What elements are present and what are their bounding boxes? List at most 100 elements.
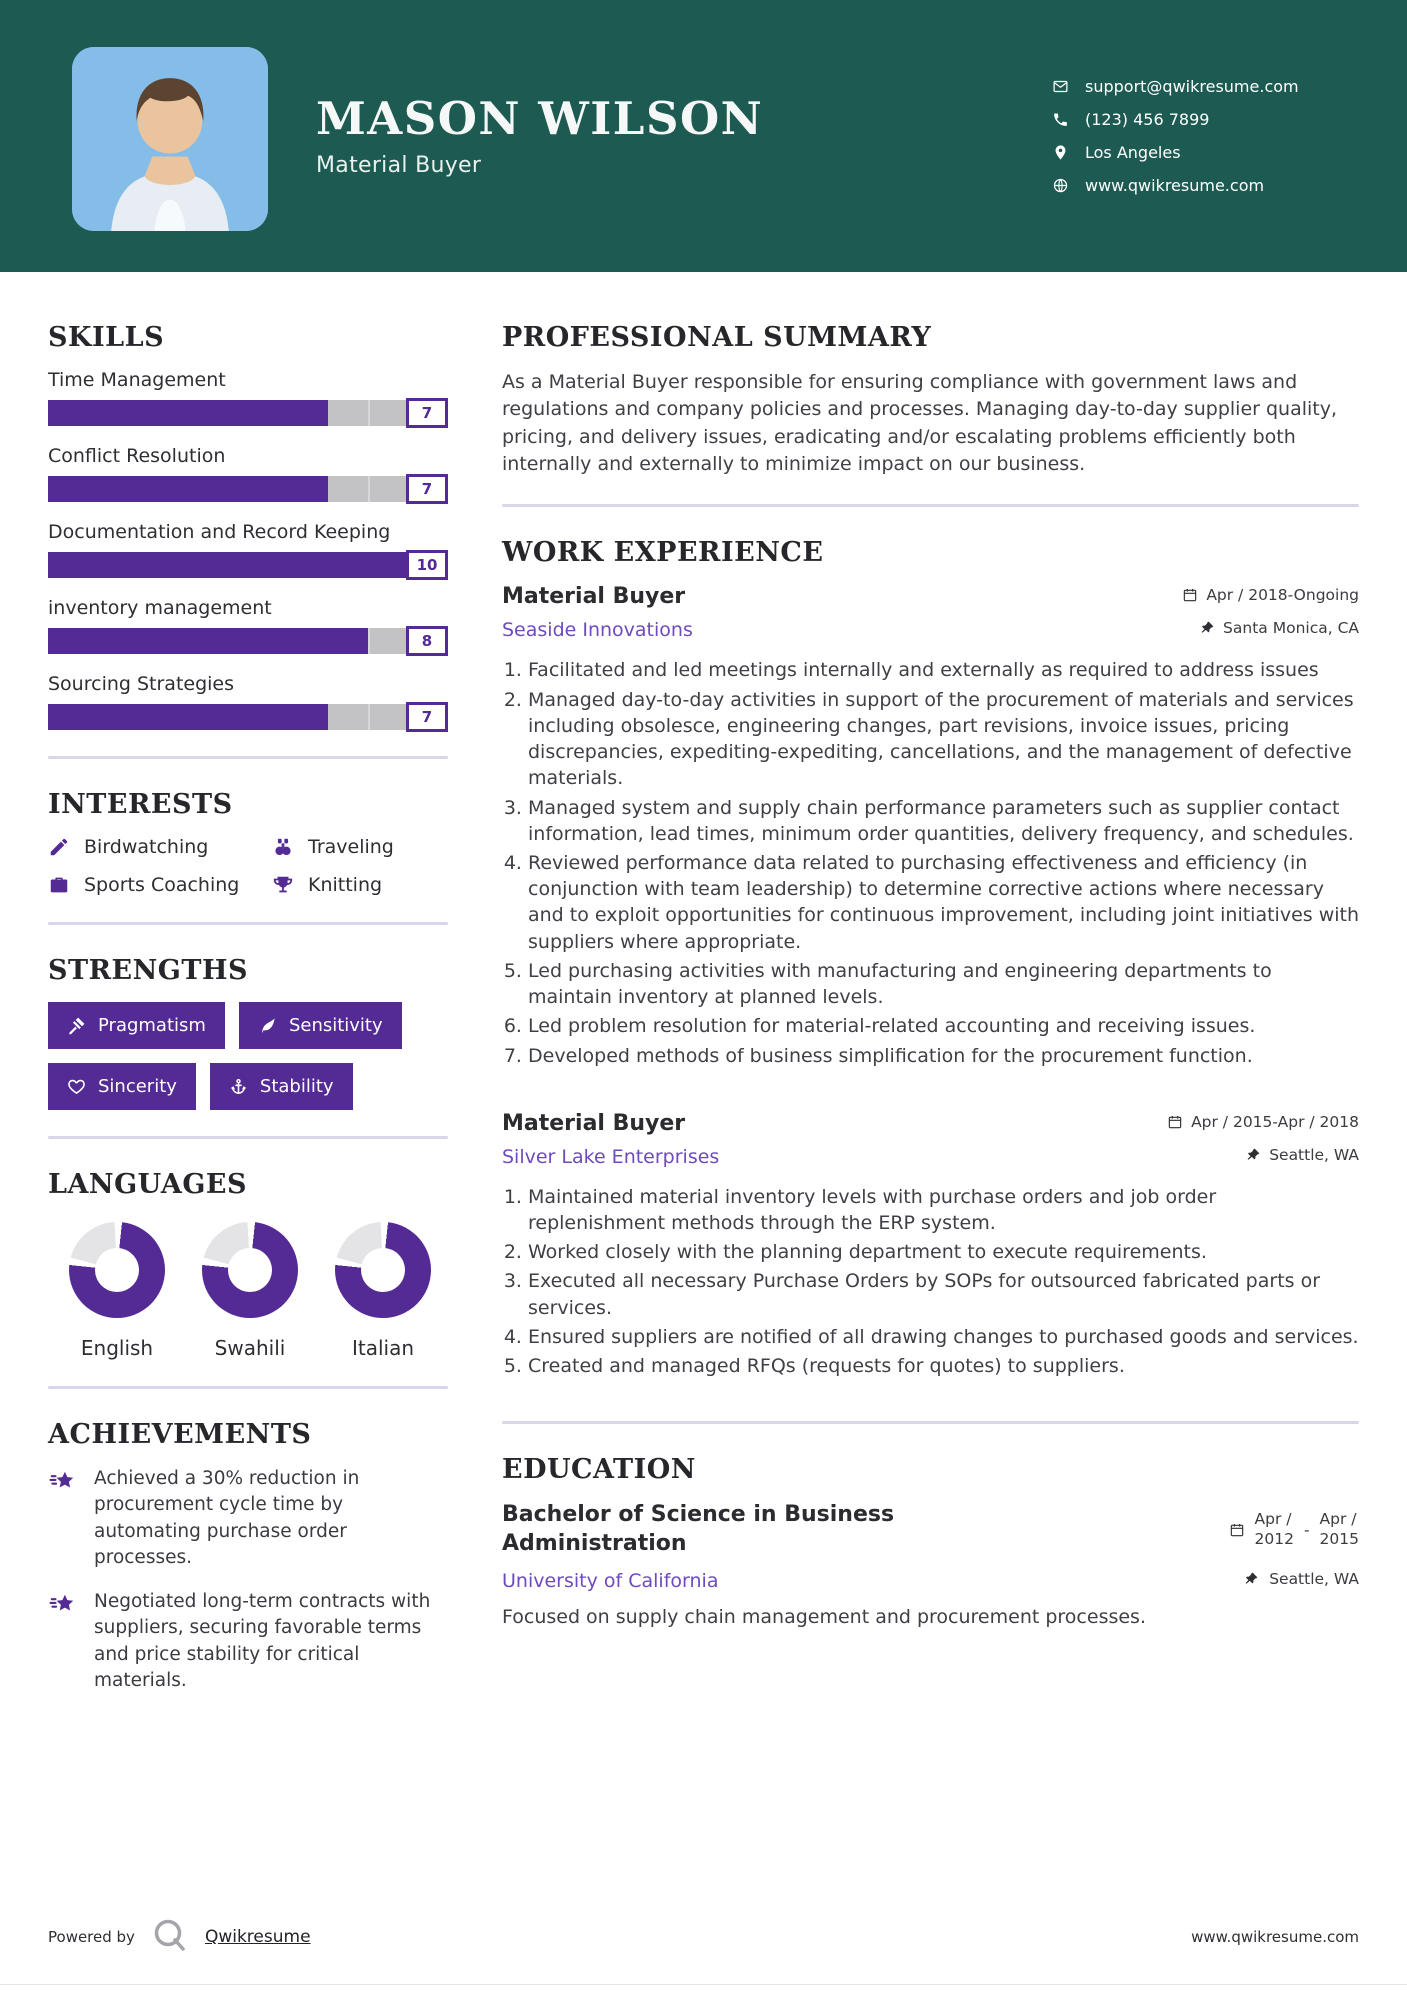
skill-bar: 8 [48,626,448,656]
summary-heading: PROFESSIONAL SUMMARY [502,322,932,353]
job-head: Material Buyer Apr / 2015-Apr / 2018 [502,1111,1359,1136]
experience-section: WORK EXPERIENCE Material Buyer Apr / 201… [502,537,1359,1379]
job-bullet: Worked closely with the planning departm… [528,1239,1359,1265]
strength-chip: Sincerity [48,1063,196,1110]
footer-site-url: www.qwikresume.com [1191,1928,1359,1946]
language-donut-chart [69,1222,165,1318]
job-bullet: Managed day-to-day activities in support… [528,687,1359,792]
degree-title: Bachelor of Science in Business Administ… [502,1502,895,1556]
strengths-list: Pragmatism Sensitivity Sincerity [48,1002,448,1110]
skill-bar: 10 [48,550,448,580]
header-name-block: MASON WILSON Material Buyer [316,94,1052,179]
job-subhead: Silver Lake Enterprises Seattle, WA [502,1146,1359,1168]
phone-icon [1052,111,1069,128]
company-link[interactable]: Seaside Innovations [502,619,693,642]
experience-heading: WORK EXPERIENCE [502,537,824,569]
skill-fill [48,476,328,502]
school-link[interactable]: University of California [502,1570,719,1593]
job-location-text: Santa Monica, CA [1223,619,1359,638]
trophy-icon [272,874,294,896]
pushpin-icon [1199,620,1215,636]
job-location: Seattle, WA [1245,1146,1359,1164]
job-entry: Material Buyer Apr / 2018-Ongoing Seasid… [502,584,1359,1068]
skill-bar: 7 [48,474,448,504]
interest-label: Sports Coaching [84,874,240,896]
skill-rating-badge: 8 [406,626,448,656]
strength-label: Sincerity [98,1076,177,1097]
summary-text: As a Material Buyer responsible for ensu… [502,371,1338,476]
skill-row: Conflict Resolution 7 [48,445,448,504]
leaf-icon [258,1016,277,1035]
job-bullet: Facilitated and led meetings internally … [528,657,1359,683]
calendar-icon [1167,1114,1183,1130]
summary-section: PROFESSIONAL SUMMARY As a Material Buyer… [502,322,1359,478]
gavel-icon [67,1016,86,1035]
job-bullet-list: Facilitated and led meetings internally … [502,657,1359,1068]
languages-section: LANGUAGES English Swahili [48,1169,448,1360]
job-dates: Apr / 2018-Ongoing [1182,586,1359,604]
job-bullet: Led purchasing activities with manufactu… [528,958,1359,1010]
contact-text[interactable]: (123) 456 7899 [1085,110,1210,129]
job-dates: Apr / 2015-Apr / 2018 [1167,1113,1359,1131]
interests-section: INTERESTS Birdwatching Traveling [48,789,448,896]
skill-row: inventory management 8 [48,597,448,656]
left-column: SKILLS Time Management 7 Confl [48,322,448,1712]
language-item: English [62,1222,172,1360]
powered-by-label: Powered by [48,1928,135,1946]
job-subhead: Seaside Innovations Santa Monica, CA [502,619,1359,641]
contact-text[interactable]: Los Angeles [1085,143,1181,162]
date-end-year: 2015 [1319,1529,1359,1548]
resume-header: MASON WILSON Material Buyer support@qwik… [0,0,1407,272]
skill-fill [48,400,328,426]
calendar-icon [1182,587,1198,603]
interests-list: Birdwatching Traveling Sports Coaching [48,836,448,896]
job-list: Material Buyer Apr / 2018-Ongoing Seasid… [502,584,1359,1379]
location-icon [1052,144,1069,161]
achievement-item: Achieved a 30% reduction in procurement … [48,1466,448,1571]
languages-list: English Swahili Italian [48,1216,448,1360]
company-link[interactable]: Silver Lake Enterprises [502,1145,720,1168]
strength-chip: Stability [209,1063,353,1110]
skills-section: SKILLS Time Management 7 Confl [48,322,448,732]
date-separator: - [1303,1520,1310,1539]
strength-label: Stability [259,1076,334,1097]
job-bullet: Developed methods of business simplifica… [528,1043,1359,1069]
skills-list: Time Management 7 Conflict Resolution [48,369,448,732]
achievement-item: Negotiated long-term contracts with supp… [48,1589,448,1694]
shooting-star-icon [48,1468,78,1498]
language-item: Swahili [195,1222,305,1360]
skill-fill [48,628,368,654]
job-bullet: Created and managed RFQs (requests for q… [528,1353,1359,1379]
pen-icon [48,836,70,858]
contact-row: Los Angeles [1052,143,1352,162]
binoculars-icon [272,836,294,858]
footer-branding: Powered by Qwikresume [48,1916,311,1958]
achievement-text: Achieved a 30% reduction in procurement … [94,1468,360,1568]
skill-rating-badge: 7 [406,474,448,504]
section-divider [48,922,448,925]
interest-item: Traveling [272,836,448,858]
skill-rating-badge: 7 [406,398,448,428]
person-title: Material Buyer [316,153,482,179]
skill-row: Sourcing Strategies 7 [48,673,448,732]
strengths-heading: STRENGTHS [48,955,248,986]
contact-text[interactable]: support@qwikresume.com [1085,77,1299,96]
date-start-year: 2012 [1254,1529,1294,1548]
skill-fill [48,704,328,730]
language-label: English [80,1336,154,1360]
person-name: MASON WILSON [316,91,764,145]
strength-label: Pragmatism [98,1015,206,1036]
briefcase-icon [48,874,70,896]
job-bullet: Executed all necessary Purchase Orders b… [528,1268,1359,1320]
page-edge-line [0,1984,1407,1985]
language-item: Italian [328,1222,438,1360]
language-label: Italian [351,1336,415,1360]
section-divider [48,1136,448,1139]
education-dates: Apr / 2012 - Apr / 2015 [1229,1501,1359,1558]
language-label: Swahili [214,1336,286,1360]
contact-row: www.qwikresume.com [1052,176,1352,195]
contact-text[interactable]: www.qwikresume.com [1085,176,1265,195]
education-date-end: Apr / 2015 [1320,1510,1359,1549]
qwikresume-link[interactable]: Qwikresume [204,1927,311,1947]
skill-name: inventory management [48,597,272,619]
